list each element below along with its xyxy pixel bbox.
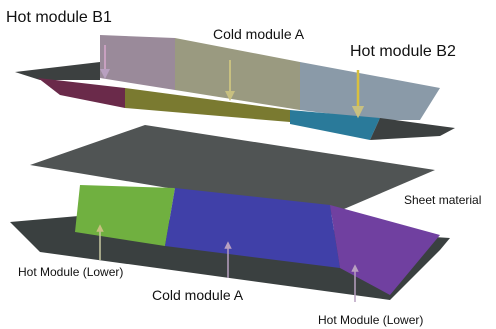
hot-b2-top xyxy=(300,62,440,120)
hot-b1-face xyxy=(38,78,125,108)
lower-die xyxy=(10,185,450,302)
label: Cold module A xyxy=(213,26,305,42)
label: Hot Module (Lower) xyxy=(318,313,423,327)
label: Hot module B1 xyxy=(6,9,112,26)
diagram: Hot module B1 Cold module A Hot module B… xyxy=(0,0,496,329)
label: Hot module B2 xyxy=(350,43,456,60)
hot-b1-top xyxy=(100,35,175,90)
label: Cold module A xyxy=(152,287,244,303)
flange xyxy=(15,62,100,80)
label: Hot Module (Lower) xyxy=(18,265,123,279)
label: Sheet material xyxy=(404,193,481,207)
flange xyxy=(370,118,455,140)
